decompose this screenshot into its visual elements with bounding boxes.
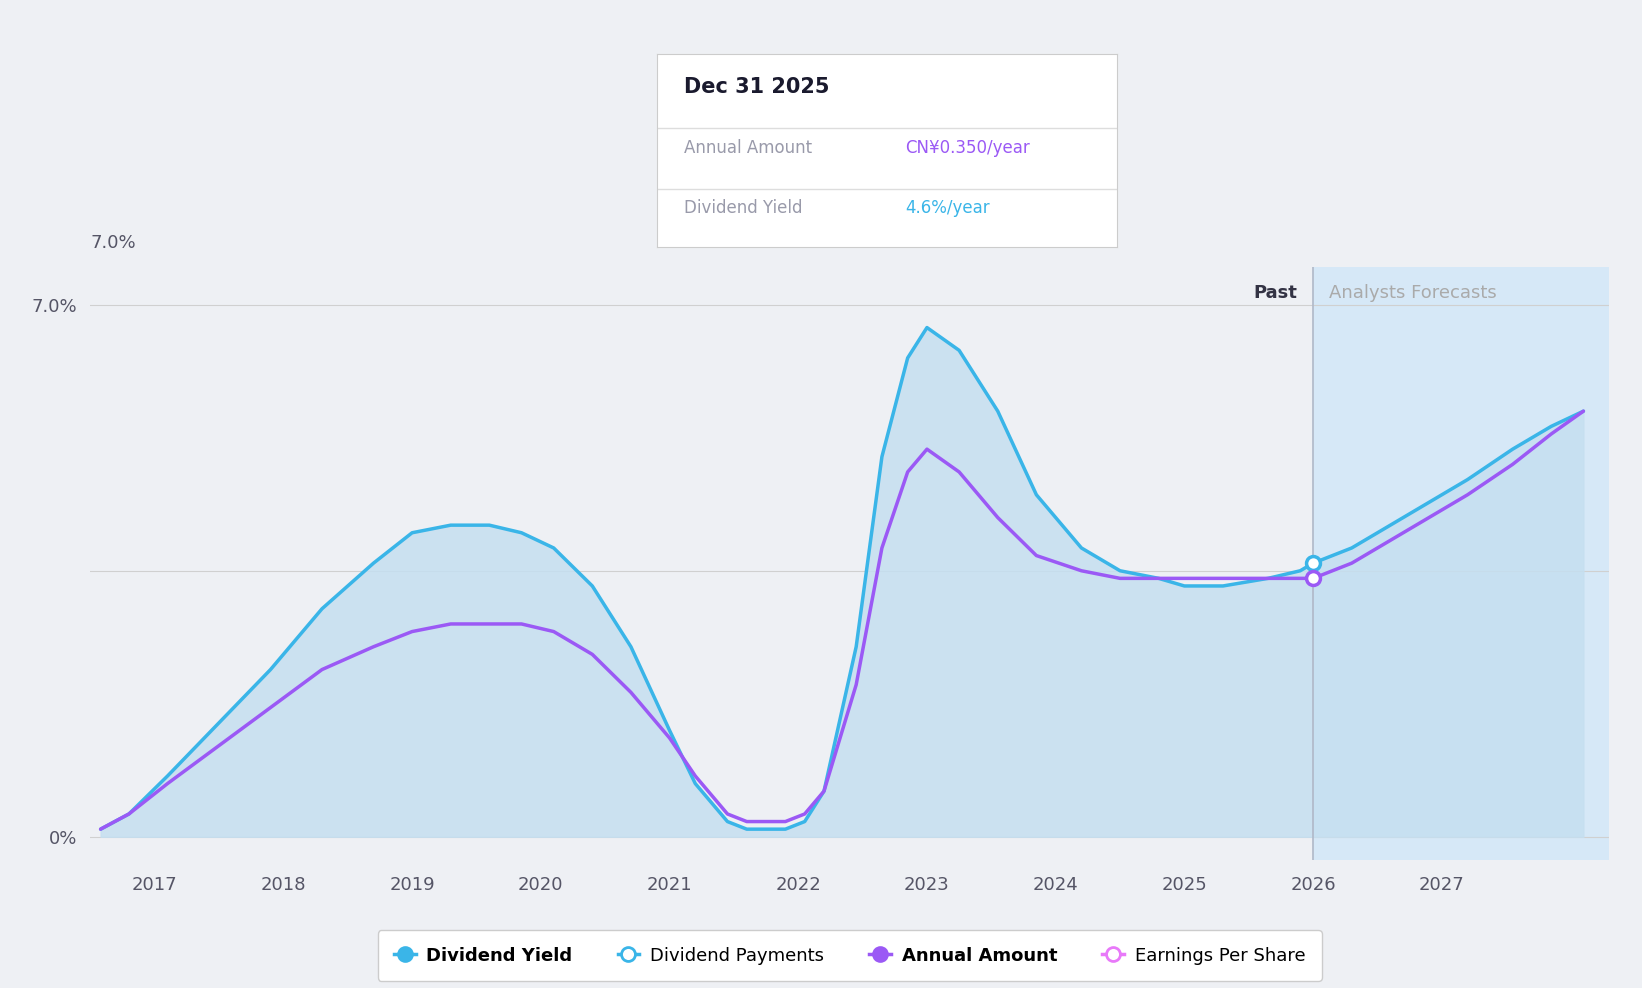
- Text: Dividend Yield: Dividend Yield: [685, 199, 803, 216]
- Text: CN¥0.350/year: CN¥0.350/year: [905, 139, 1030, 157]
- Text: Past: Past: [1254, 284, 1297, 302]
- Legend: Dividend Yield, Dividend Payments, Annual Amount, Earnings Per Share: Dividend Yield, Dividend Payments, Annua…: [378, 930, 1322, 981]
- Text: Dec 31 2025: Dec 31 2025: [685, 77, 829, 98]
- Text: 4.6%/year: 4.6%/year: [905, 199, 990, 216]
- Text: 7.0%: 7.0%: [90, 234, 136, 252]
- Text: Analysts Forecasts: Analysts Forecasts: [1328, 284, 1496, 302]
- Bar: [1314, 267, 1609, 860]
- Text: Annual Amount: Annual Amount: [685, 139, 813, 157]
